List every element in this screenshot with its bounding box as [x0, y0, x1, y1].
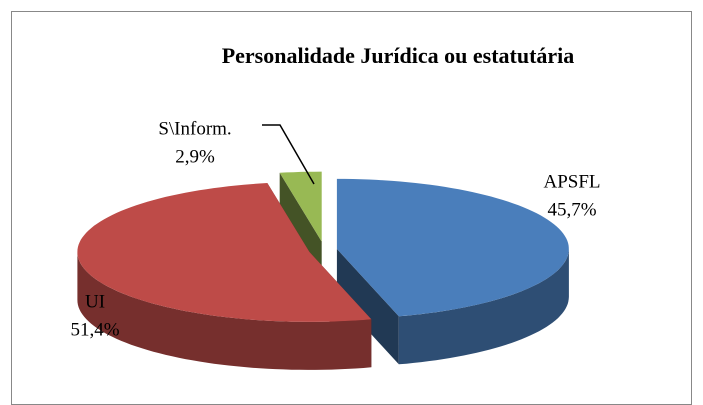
slice-value-label: 51,4% — [70, 319, 119, 340]
slice-label: APSFL — [543, 171, 600, 192]
slice-value-label: 2,9% — [175, 146, 215, 167]
chart-title: Personalidade Jurídica ou estatutária — [222, 43, 575, 68]
slice-label: UI — [85, 291, 105, 312]
slice-wall — [336, 248, 399, 365]
slice-side — [77, 251, 372, 370]
slice-value-label: 45,7% — [547, 199, 596, 220]
slice-label: S\Inform. — [158, 118, 231, 139]
slice — [336, 178, 569, 317]
leader-line — [262, 124, 315, 185]
slice — [279, 171, 322, 242]
slice — [77, 183, 372, 322]
slice-side — [398, 248, 569, 365]
